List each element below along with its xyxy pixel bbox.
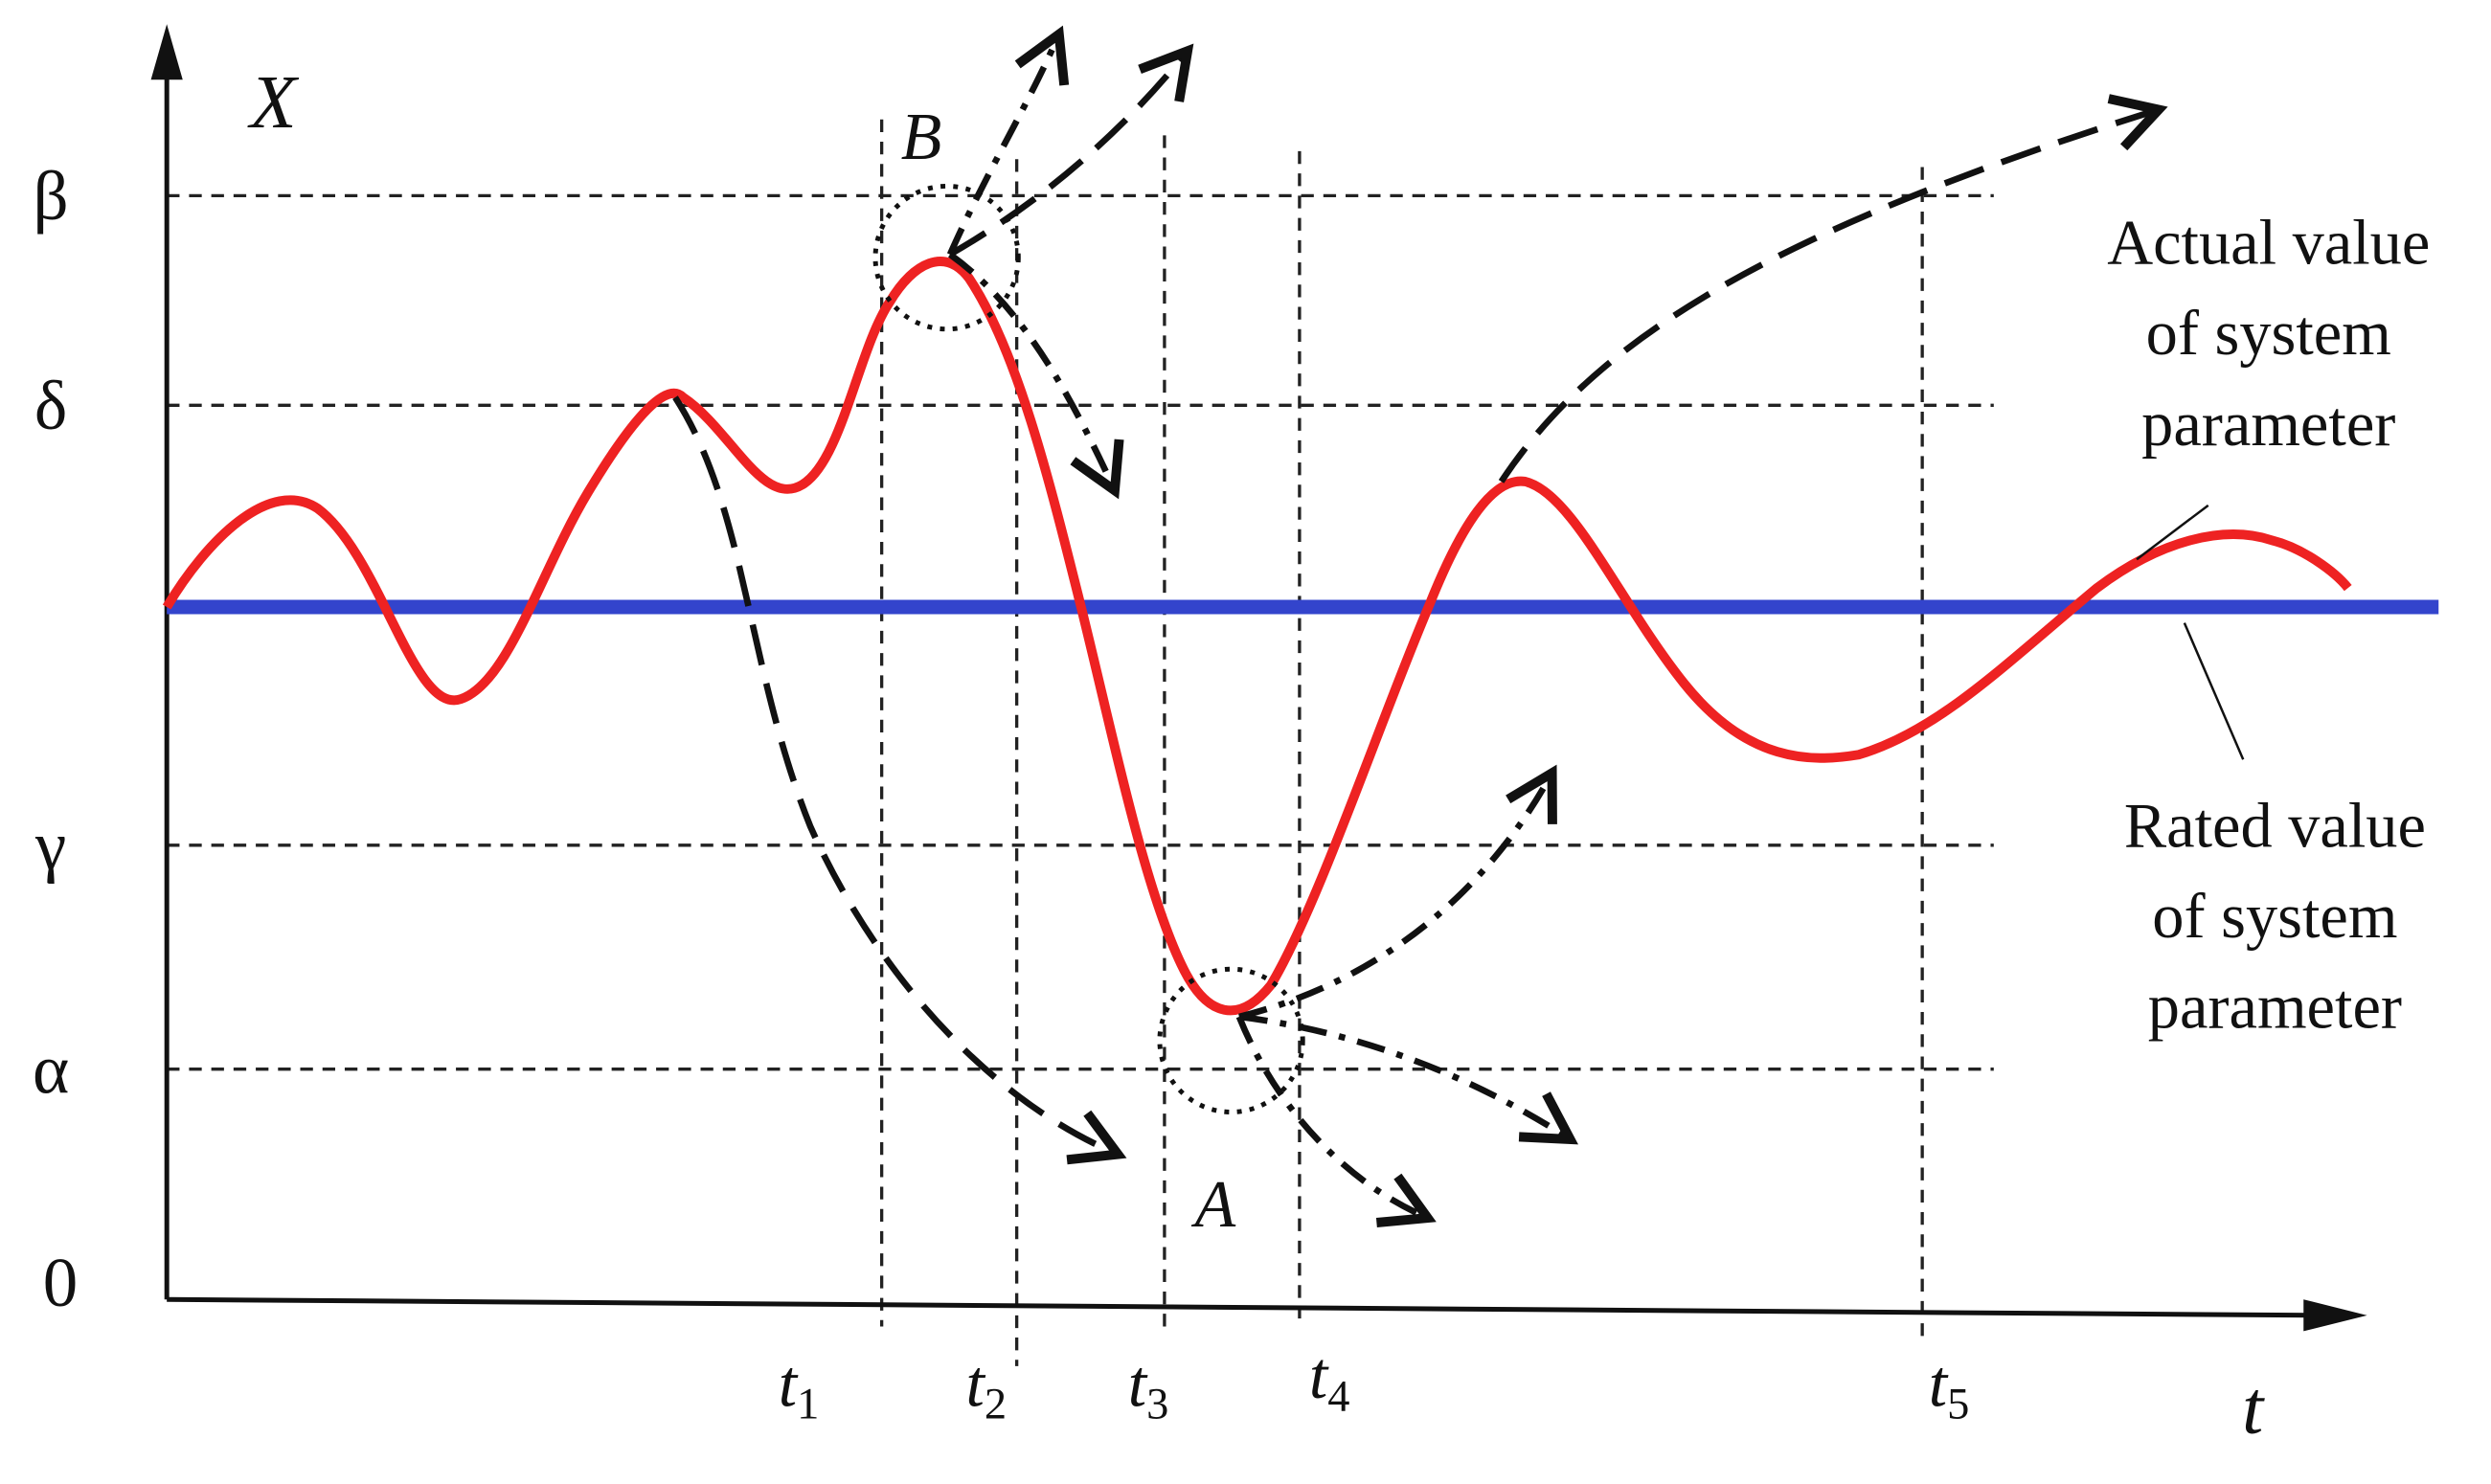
time-sub: 5 bbox=[1947, 1381, 1969, 1429]
leader-line bbox=[2136, 504, 2209, 561]
trend-arrow bbox=[948, 43, 1194, 258]
time-base: t bbox=[779, 1347, 799, 1421]
trend-arrow bbox=[948, 252, 1124, 500]
level-label: β bbox=[34, 157, 69, 235]
origin-label: 0 bbox=[43, 1244, 78, 1321]
trend-arrow bbox=[672, 395, 1127, 1165]
annotation-line: Actual value bbox=[2107, 209, 2430, 279]
level-label: γ bbox=[34, 807, 66, 885]
level-lines bbox=[167, 193, 1994, 1071]
level-label: α bbox=[33, 1031, 69, 1109]
time-sub: 1 bbox=[797, 1381, 819, 1429]
time-label: t5 bbox=[1929, 1347, 1970, 1428]
trend-arrow bbox=[1498, 94, 2168, 483]
time-label: t4 bbox=[1309, 1339, 1350, 1421]
time-base: t bbox=[966, 1347, 986, 1421]
time-label: t2 bbox=[966, 1347, 1008, 1428]
level-label: δ bbox=[34, 367, 67, 444]
trend-arrow bbox=[1238, 1013, 1578, 1145]
time-sub: 4 bbox=[1327, 1372, 1349, 1421]
annotation-line: parameter bbox=[2141, 390, 2395, 460]
leader-line bbox=[2183, 622, 2245, 760]
actual-value-curve bbox=[162, 257, 2352, 1016]
trend-arrow bbox=[1235, 1015, 1437, 1227]
time-label: t3 bbox=[1128, 1347, 1169, 1428]
y-axis-label: X bbox=[247, 60, 300, 145]
time-sub: 3 bbox=[1146, 1381, 1168, 1429]
annotation-line: of system bbox=[2146, 299, 2391, 369]
x-axis-arrow bbox=[2303, 1299, 2367, 1332]
time-base: t bbox=[1128, 1347, 1148, 1421]
trend-arrow bbox=[1238, 764, 1557, 1021]
y-axis-arrow bbox=[150, 24, 183, 80]
annotation-line: parameter bbox=[2148, 973, 2402, 1043]
trend-arrow bbox=[946, 25, 1070, 257]
point-circle bbox=[1157, 966, 1305, 1114]
x-axis bbox=[167, 1296, 2320, 1318]
annotation-line: Rated value bbox=[2124, 791, 2426, 861]
time-sub: 2 bbox=[985, 1381, 1007, 1429]
time-base: t bbox=[1929, 1347, 1949, 1421]
time-base: t bbox=[1309, 1339, 1329, 1413]
annotation-line: of system bbox=[2152, 882, 2397, 952]
time-label: t1 bbox=[779, 1347, 820, 1428]
point-circle bbox=[872, 183, 1021, 332]
point-label: B bbox=[901, 101, 942, 174]
point-label: A bbox=[1191, 1168, 1236, 1242]
x-axis-label: t bbox=[2242, 1366, 2265, 1450]
